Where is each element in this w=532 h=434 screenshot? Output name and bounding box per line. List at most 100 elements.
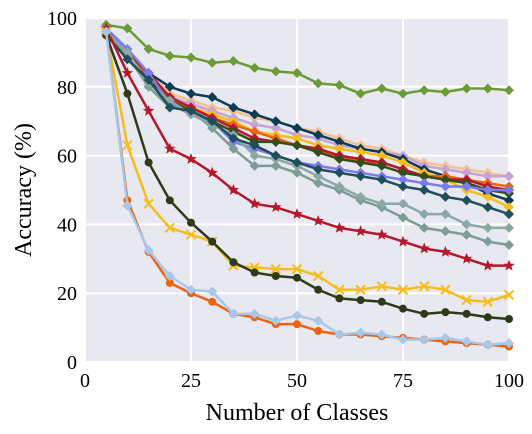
data-point	[314, 285, 323, 294]
data-point	[207, 92, 218, 103]
data-point	[185, 229, 197, 240]
data-point	[355, 171, 366, 182]
data-point	[249, 150, 260, 161]
data-point	[419, 178, 430, 189]
data-point	[398, 167, 408, 178]
data-point	[270, 123, 281, 134]
data-point	[186, 52, 196, 63]
data-point	[271, 272, 280, 280]
data-point	[461, 219, 472, 230]
data-point	[292, 157, 302, 168]
data-point	[270, 150, 281, 161]
data-point	[334, 136, 345, 147]
data-point	[249, 109, 260, 120]
data-point	[249, 308, 260, 319]
data-point	[399, 304, 407, 313]
data-point	[207, 286, 218, 297]
data-point	[227, 184, 240, 195]
data-point	[334, 329, 345, 340]
data-point	[335, 294, 344, 303]
y-tick-label: 20	[57, 283, 77, 305]
data-point	[250, 268, 259, 277]
data-point	[398, 88, 408, 99]
x-tick-label: 75	[393, 370, 413, 392]
data-point	[461, 181, 472, 192]
data-point	[503, 259, 515, 271]
data-point	[334, 284, 345, 295]
data-point	[143, 198, 154, 209]
data-point	[398, 174, 408, 185]
data-point	[419, 85, 430, 96]
data-point	[121, 67, 134, 78]
data-point	[122, 140, 133, 151]
series-14	[100, 26, 515, 308]
series-17	[101, 26, 514, 350]
data-point	[440, 284, 451, 295]
data-point	[143, 245, 154, 256]
data-point	[376, 198, 387, 209]
data-point	[398, 181, 408, 192]
y-tick-label: 0	[67, 352, 77, 374]
data-point	[312, 214, 324, 226]
data-point	[292, 123, 302, 134]
data-point	[206, 166, 218, 178]
data-point	[503, 289, 515, 301]
data-point	[355, 327, 366, 338]
data-point	[376, 174, 387, 185]
data-point	[313, 78, 324, 89]
data-point	[504, 240, 514, 251]
data-point	[398, 198, 408, 209]
data-point	[355, 88, 366, 99]
data-point	[164, 222, 176, 234]
data-point	[461, 83, 472, 94]
data-point	[376, 160, 387, 171]
data-point	[123, 89, 132, 98]
data-point	[397, 235, 409, 247]
data-point	[504, 338, 514, 349]
data-point	[440, 191, 451, 202]
data-point	[292, 167, 302, 178]
y-tick-label: 40	[57, 214, 77, 236]
data-point	[440, 181, 451, 192]
data-point	[186, 105, 196, 116]
y-tick-label: 100	[47, 8, 77, 30]
data-point	[186, 284, 196, 295]
data-point	[334, 80, 345, 91]
data-point	[482, 83, 493, 94]
data-point	[228, 133, 239, 144]
data-point	[461, 167, 472, 178]
data-point	[164, 271, 175, 281]
data-point	[228, 143, 239, 154]
data-point	[420, 309, 429, 318]
data-point	[292, 133, 302, 144]
data-point	[249, 160, 260, 171]
data-point	[208, 297, 217, 306]
data-point	[376, 150, 387, 161]
series-1	[101, 19, 514, 99]
data-point	[355, 147, 366, 158]
data-point	[313, 164, 324, 175]
data-point	[164, 50, 175, 61]
data-point	[165, 196, 174, 205]
x-tick-label: 100	[494, 370, 524, 392]
data-point	[270, 116, 281, 127]
data-point	[293, 320, 301, 329]
data-point	[355, 191, 366, 202]
data-point	[482, 222, 493, 233]
series-12	[101, 30, 514, 220]
data-point	[376, 281, 388, 292]
y-tick-label: 80	[57, 77, 77, 99]
data-point	[228, 102, 239, 113]
data-point	[460, 252, 473, 264]
data-point	[143, 68, 154, 79]
data-point	[142, 104, 155, 116]
x-tick-label: 50	[287, 370, 307, 392]
data-point	[270, 315, 281, 326]
x-tick-label: 0	[80, 370, 90, 392]
series-11	[101, 26, 514, 233]
data-point	[165, 278, 174, 287]
data-point	[377, 297, 386, 306]
data-point	[376, 228, 388, 240]
series-15	[102, 31, 513, 323]
